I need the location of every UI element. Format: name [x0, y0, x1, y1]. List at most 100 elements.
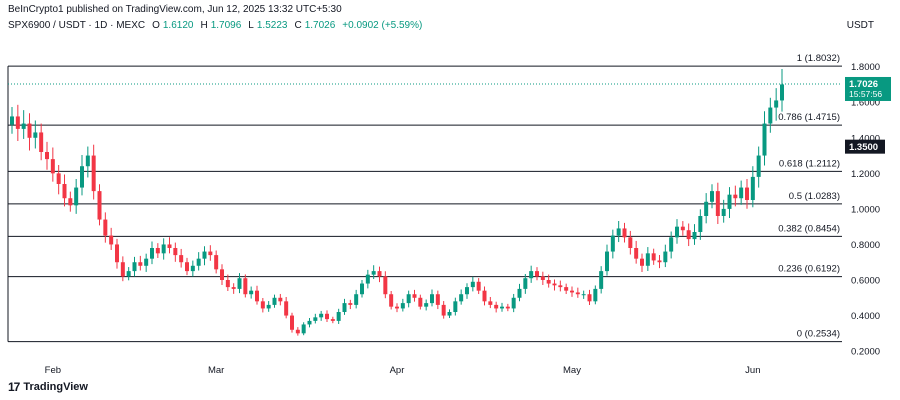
candle-body [161, 244, 166, 254]
candle-body [365, 274, 370, 284]
candle-body [307, 320, 312, 325]
y-tick-label: 0.2000 [851, 347, 880, 358]
candle-body [715, 191, 720, 216]
candle-body [150, 248, 154, 259]
candle-body [529, 271, 534, 279]
candle-body [27, 123, 32, 138]
candle-body [605, 251, 609, 272]
candle-body [710, 191, 714, 202]
candle-body [225, 280, 230, 288]
candle-body [570, 290, 574, 293]
candle-body [295, 329, 300, 334]
symbol-line: SPX6900 / USDT · 1D · MEXC [8, 20, 146, 31]
fib-level-label: 0.5 (1.0283) [789, 191, 840, 202]
last-price-badge [845, 76, 891, 101]
candle-body [727, 194, 732, 209]
candle-body [325, 313, 329, 320]
candle-body [435, 294, 440, 305]
tradingview-logo-icon: 17 [8, 380, 20, 394]
candle-body [628, 237, 633, 248]
candle-body [756, 155, 761, 177]
candle-body [412, 294, 417, 298]
low-label: L [248, 20, 254, 31]
candle-body [144, 258, 149, 266]
candle-body [704, 201, 709, 216]
ohlc-bar: SPX6900 / USDT · 1D · MEXC O 1.6120 H 1.70… [8, 20, 422, 31]
candle-body [517, 288, 522, 298]
candle-body [290, 315, 294, 330]
candle-body [453, 301, 458, 312]
candle-body [74, 187, 79, 206]
candle-body [634, 248, 639, 259]
candle-body [616, 228, 621, 236]
candle-body [581, 294, 586, 296]
tradingview-brand-label: TradingView [23, 381, 88, 393]
high-label: H [200, 20, 208, 31]
candle-body [231, 287, 236, 289]
candle-body [494, 304, 499, 309]
candle-body [155, 248, 160, 254]
candle-body [686, 230, 691, 240]
candle-body [441, 304, 446, 316]
candle-body [535, 271, 539, 277]
candle-body [698, 216, 703, 232]
candle-body [278, 297, 283, 302]
change-value: +0.0902 (+5.59%) [342, 20, 423, 31]
candle-body [249, 290, 254, 295]
candle-body [587, 294, 592, 302]
candle-body [255, 290, 259, 302]
candle-body [593, 288, 598, 302]
y-tick-label: 0.6000 [851, 276, 880, 287]
candle-body [126, 271, 131, 277]
candle-body [330, 319, 335, 321]
low-value: 1.5223 [256, 20, 288, 31]
candle-body [680, 226, 685, 231]
candle-body [39, 132, 44, 152]
candle-body [488, 301, 493, 305]
tradingview-logo: 17 TradingView [8, 380, 88, 394]
candle-body [657, 260, 662, 263]
candle-body [739, 187, 744, 199]
candle-body [470, 281, 475, 288]
candle-body [371, 271, 376, 275]
candle-body [768, 107, 773, 124]
candle-body [395, 306, 399, 309]
open-value: 1.6120 [162, 20, 194, 31]
high-value: 1.7096 [210, 20, 242, 31]
candle-body [721, 208, 726, 216]
candle-body [272, 297, 277, 305]
y-tick-label: 1.6000 [851, 98, 880, 109]
candle-body [173, 248, 178, 256]
candle-body [424, 303, 429, 307]
candle-body [745, 187, 749, 200]
fib-level-label: 0 (0.2534) [797, 329, 840, 340]
candle-body [418, 297, 423, 307]
candle-body [103, 219, 108, 236]
x-tick-label: Feb [45, 365, 61, 376]
candle-body [21, 123, 26, 129]
candle-body [692, 232, 697, 240]
candle-body [237, 278, 242, 289]
candle-body [109, 235, 114, 245]
candle-body [360, 283, 364, 295]
candle-body [85, 155, 90, 167]
candle-body [120, 262, 125, 277]
candle-body [575, 292, 580, 295]
x-tick-label: Apr [390, 365, 405, 376]
open-label: O [152, 20, 160, 31]
fib-level-label: 0.236 (0.6192) [778, 264, 840, 275]
candle-body [336, 312, 341, 321]
candle-body [33, 132, 38, 138]
candle-body [62, 184, 67, 199]
candle-body [10, 116, 14, 125]
candle-body [301, 324, 306, 334]
candle-body [558, 285, 563, 288]
candle-body [45, 152, 49, 160]
highlight-level-badge [845, 139, 885, 154]
candle-body [750, 176, 755, 200]
fib-level-label: 0.786 (1.4715) [778, 112, 840, 123]
candle-body [762, 123, 767, 156]
candle-body [540, 276, 545, 280]
candle-body [208, 251, 213, 256]
